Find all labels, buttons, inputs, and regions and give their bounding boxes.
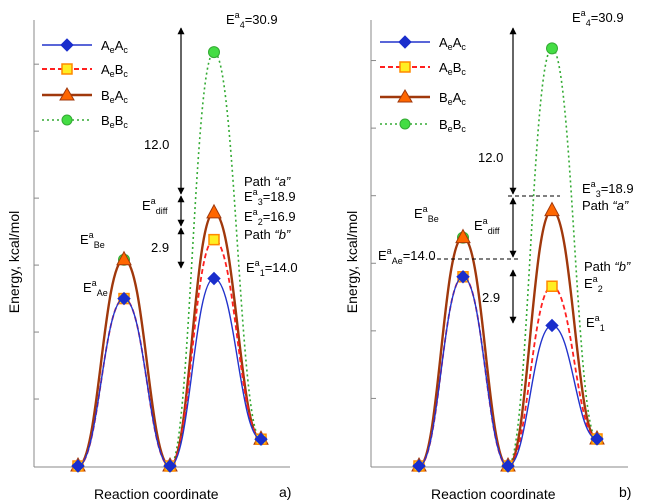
ediff-label-b: Eadiff bbox=[474, 216, 500, 236]
data-point-BeAc-1 bbox=[116, 250, 132, 266]
series-line-BeBc bbox=[418, 47, 598, 467]
series-line-AeAc bbox=[418, 276, 598, 467]
e4-label-b: Ea4=30.9 bbox=[572, 8, 624, 28]
data-point-AeAc-2 bbox=[501, 459, 515, 473]
e1-label-a: Ea1=14.0 bbox=[246, 258, 298, 278]
data-point-AeAc-3 bbox=[207, 271, 221, 286]
data-point-BeBc-3 bbox=[208, 46, 220, 59]
data-point-AeAc-1 bbox=[456, 270, 470, 284]
panel-a: Reaction coordinate Energy, kcal/mol a) … bbox=[6, 10, 298, 502]
legend-b: AeAc AeBc BeAc BeBc bbox=[380, 35, 466, 134]
series-line-AeBc bbox=[77, 238, 262, 467]
y-ticks-a bbox=[34, 63, 39, 400]
e2-label-a: Ea2=16.9 bbox=[244, 207, 296, 227]
data-point-BeAc-1 bbox=[455, 228, 471, 244]
ediff-label-a: Eadiff bbox=[142, 196, 168, 216]
legend-a: AeAc AeBc BeAc BeBc bbox=[42, 38, 128, 130]
legend-item-a-BeAc: BeAc bbox=[42, 87, 128, 105]
svg-text:AeAc: AeAc bbox=[439, 35, 466, 52]
svg-text:BeBc: BeBc bbox=[101, 113, 128, 130]
data-point-AeBc-3 bbox=[208, 233, 220, 246]
data-point-AeAc-4 bbox=[254, 432, 268, 446]
panel-label-b: b) bbox=[619, 484, 631, 500]
data-point-AeAc-0 bbox=[412, 459, 426, 473]
e3-label-a: Ea3=18.9 bbox=[244, 187, 296, 207]
ea-be-label-b: EaBe bbox=[414, 204, 439, 224]
series-group-a bbox=[70, 46, 269, 473]
e3-label-b: Ea3=18.9 bbox=[582, 179, 634, 199]
legend-item-a-AeAc: AeAc bbox=[42, 38, 128, 55]
path-b-label-a: Path “b” bbox=[244, 227, 291, 242]
data-point-BeBc-3 bbox=[546, 42, 558, 55]
ea-ae-label-a: EaAe bbox=[83, 278, 108, 298]
ea-be-label-a: EaBe bbox=[80, 230, 105, 250]
data-point-AeAc-0 bbox=[71, 459, 85, 473]
data-point-AeBc-3 bbox=[546, 280, 558, 292]
y-ticks-b bbox=[371, 60, 376, 399]
x-axis-title-b: Reaction coordinate bbox=[431, 486, 556, 502]
y-axis-title-a: Energy, kcal/mol bbox=[6, 211, 22, 313]
svg-text:BeAc: BeAc bbox=[439, 90, 466, 107]
gap-12-label-a: 12.0 bbox=[144, 137, 169, 152]
panel-b: Reaction coordinate Energy, kcal/mol b) … bbox=[344, 8, 634, 502]
path-b-label-b: Path “b” bbox=[584, 259, 631, 274]
gap-12-label-b: 12.0 bbox=[478, 150, 503, 165]
legend-item-b-BeAc: BeAc bbox=[380, 89, 466, 107]
svg-text:BeBc: BeBc bbox=[439, 117, 466, 134]
x-axis-title-a: Reaction coordinate bbox=[94, 486, 219, 502]
svg-text:AeBc: AeBc bbox=[101, 62, 128, 79]
svg-text:AeBc: AeBc bbox=[439, 60, 466, 77]
legend-item-b-BeBc: BeBc bbox=[380, 117, 466, 134]
series-line-AeAc bbox=[77, 277, 262, 467]
y-axis-title-b: Energy, kcal/mol bbox=[344, 211, 360, 313]
ea-ae-label-b: EaAe=14.0 bbox=[378, 246, 436, 266]
legend-item-b-AeAc: AeAc bbox=[380, 35, 466, 52]
legend-item-a-AeBc: AeBc bbox=[42, 62, 128, 79]
data-point-AeAc-3 bbox=[545, 318, 559, 333]
panel-label-a: a) bbox=[279, 484, 291, 500]
e1-label-b: Ea1 bbox=[586, 313, 605, 333]
series-line-BeAc bbox=[77, 211, 262, 468]
path-a-label-a: Path “a” bbox=[244, 174, 291, 189]
data-point-BeAc-3 bbox=[206, 203, 222, 219]
e2-label-b: Ea2 bbox=[584, 274, 603, 294]
series-group-b bbox=[411, 42, 605, 473]
data-point-AeAc-1 bbox=[117, 291, 131, 306]
gap-29-label-a: 2.9 bbox=[151, 240, 169, 255]
gap-29-label-b: 2.9 bbox=[482, 290, 500, 305]
guide-lines-b bbox=[430, 195, 560, 260]
data-point-AeAc-4 bbox=[590, 432, 604, 446]
svg-text:AeAc: AeAc bbox=[101, 38, 128, 55]
legend-item-b-AeBc: AeBc bbox=[380, 60, 466, 77]
path-a-label-b: Path “a” bbox=[582, 198, 629, 213]
legend-item-a-BeBc: BeBc bbox=[42, 113, 128, 130]
svg-text:BeAc: BeAc bbox=[101, 88, 128, 105]
data-point-AeAc-2 bbox=[163, 459, 177, 473]
e4-label-a: Ea4=30.9 bbox=[226, 10, 278, 30]
data-point-BeAc-3 bbox=[544, 201, 560, 217]
